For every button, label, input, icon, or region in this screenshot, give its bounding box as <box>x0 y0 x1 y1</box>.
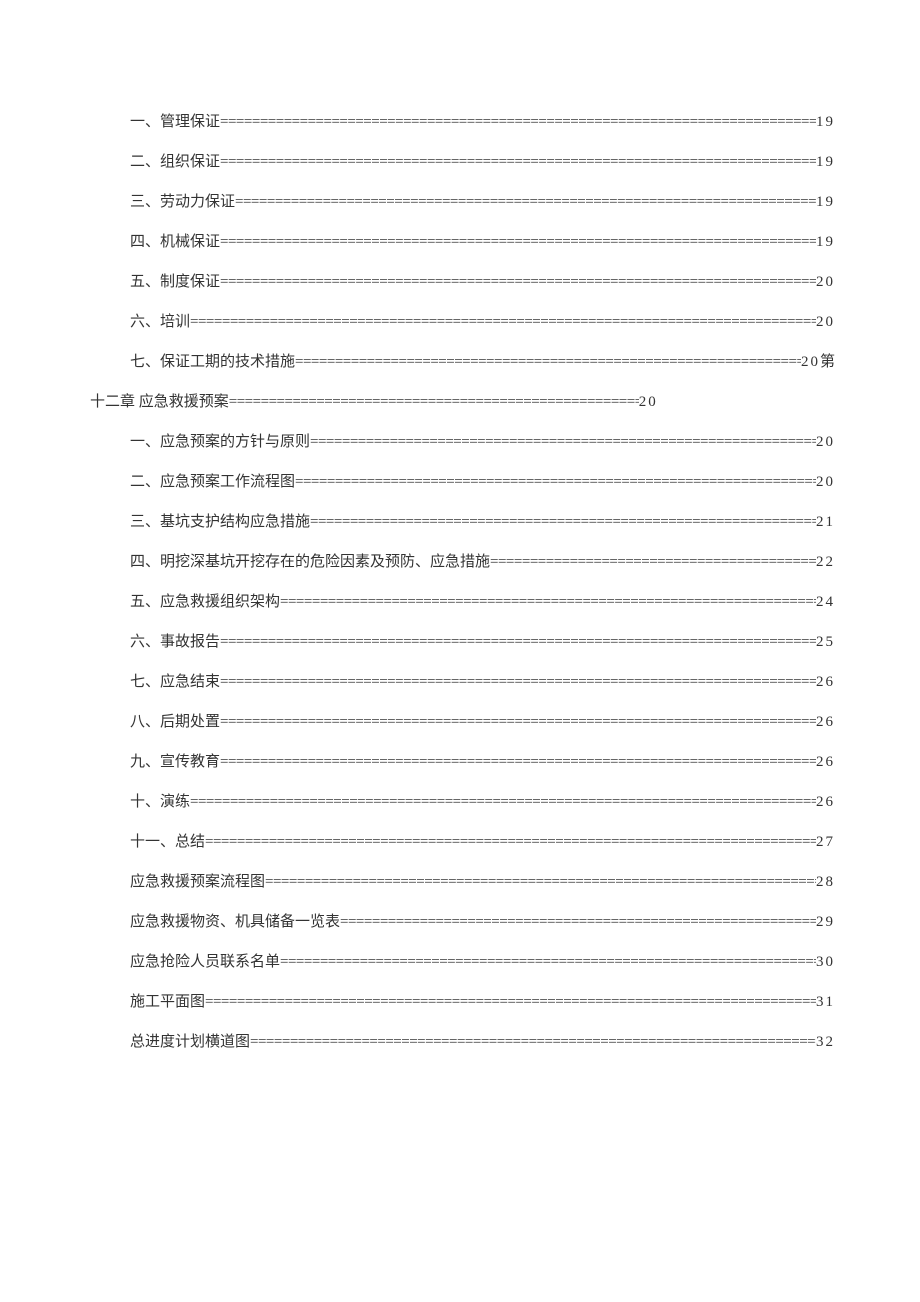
toc-entry: 一、应急预案的方针与原则============================… <box>90 435 835 450</box>
toc-leader: ========================================… <box>220 635 816 650</box>
toc-leader: ========================================… <box>220 115 816 130</box>
toc-leader: ========================================… <box>310 435 816 450</box>
toc-page-number: 32 <box>816 1035 835 1050</box>
toc-entry: 四、机械保证==================================… <box>90 235 835 250</box>
toc-entry: 施工平面图===================================… <box>90 995 835 1010</box>
toc-leader: ========================================… <box>220 715 816 730</box>
toc-page-number: 22 <box>816 555 835 570</box>
toc-label: 五、制度保证 <box>130 275 220 290</box>
toc-label: 二、组织保证 <box>130 155 220 170</box>
toc-label: 一、应急预案的方针与原则 <box>130 435 310 450</box>
toc-entry: 三、基坑支护结构应急措施============================… <box>90 515 835 530</box>
toc-chapter: 十二章 应急救援预案==============================… <box>90 395 835 410</box>
toc-leader: ========================================… <box>220 675 816 690</box>
toc-label: 施工平面图 <box>130 995 205 1010</box>
toc-leader: ========================================… <box>280 955 816 970</box>
toc-label: 八、后期处置 <box>130 715 220 730</box>
toc-entry: 应急救援预案流程图===============================… <box>90 875 835 890</box>
toc-page-number: 20 <box>816 315 835 330</box>
toc-entry: 三、劳动力保证=================================… <box>90 195 835 210</box>
toc-label: 六、事故报告 <box>130 635 220 650</box>
toc-entry: 七、应急结束==================================… <box>90 675 835 690</box>
toc-page-number: 20 <box>816 435 835 450</box>
toc-entry: 五、应急救援组织架构==============================… <box>90 595 835 610</box>
toc-entry: 应急抢险人员联系名单==============================… <box>90 955 835 970</box>
toc-page-number: 27 <box>816 835 835 850</box>
toc-entry: 应急救援物资、机具储备一览表==========================… <box>90 915 835 930</box>
toc-entry: 四、明挖深基坑开挖存在的危险因素及预防、应急措施================… <box>90 555 835 570</box>
toc-label: 七、应急结束 <box>130 675 220 690</box>
toc-leader: ========================================… <box>295 355 801 370</box>
toc-page-number: 25 <box>816 635 835 650</box>
toc-label: 三、基坑支护结构应急措施 <box>130 515 310 530</box>
toc-leader: ========================================… <box>250 1035 816 1050</box>
toc-page-number: 29 <box>816 915 835 930</box>
toc-entry: 九、宣传教育==================================… <box>90 755 835 770</box>
toc-leader: ========================================… <box>295 475 816 490</box>
toc-entry: 十、演练====================================… <box>90 795 835 810</box>
toc-page-number: 26 <box>816 715 835 730</box>
toc-label: 六、培训 <box>130 315 190 330</box>
toc-leader: ========================================… <box>190 315 816 330</box>
toc-label: 四、明挖深基坑开挖存在的危险因素及预防、应急措施 <box>130 555 490 570</box>
toc-page-number: 20 <box>639 395 658 410</box>
toc-page-number: 19 <box>816 155 835 170</box>
toc-entry: 八、后期处置==================================… <box>90 715 835 730</box>
toc-label: 七、保证工期的技术措施 <box>130 355 295 370</box>
toc-entry: 六、事故报告==================================… <box>90 635 835 650</box>
toc-label: 二、应急预案工作流程图 <box>130 475 295 490</box>
toc-label: 应急救援预案流程图 <box>130 875 265 890</box>
toc-leader: ========================================… <box>235 195 816 210</box>
toc-leader: ========================================… <box>229 395 639 410</box>
toc-entry: 二、组织保证==================================… <box>90 155 835 170</box>
toc-leader: ========================================… <box>205 995 816 1010</box>
toc-label: 总进度计划横道图 <box>130 1035 250 1050</box>
toc-page-number: 24 <box>816 595 835 610</box>
toc-page-number: 20 <box>816 475 835 490</box>
toc-entry: 十一、总结===================================… <box>90 835 835 850</box>
toc-entry: 总进度计划横道图================================… <box>90 1035 835 1050</box>
toc-leader: ========================================… <box>205 835 816 850</box>
toc-chapter-label: 十二章 应急救援预案 <box>90 395 229 410</box>
toc-page-number: 19 <box>816 195 835 210</box>
toc-label: 九、宣传教育 <box>130 755 220 770</box>
toc-label: 三、劳动力保证 <box>130 195 235 210</box>
toc-leader: ========================================… <box>220 275 816 290</box>
toc-leader: ========================================… <box>220 755 816 770</box>
toc-page-number: 19 <box>816 235 835 250</box>
toc-leader: ========================================… <box>340 915 816 930</box>
toc-label: 十一、总结 <box>130 835 205 850</box>
toc-leader: ========================================… <box>220 235 816 250</box>
toc-page-number: 28 <box>816 875 835 890</box>
toc-page-number: 26 <box>816 675 835 690</box>
toc-page-number: 21 <box>816 515 835 530</box>
toc-page-number: 30 <box>816 955 835 970</box>
toc-page-number: 31 <box>816 995 835 1010</box>
toc-leader: ========================================… <box>190 795 816 810</box>
toc-label: 十、演练 <box>130 795 190 810</box>
toc-leader: ========================================… <box>310 515 816 530</box>
table-of-contents: 一、管理保证==================================… <box>90 115 835 1050</box>
toc-page-number: 26 <box>816 755 835 770</box>
toc-leader: ========================================… <box>265 875 816 890</box>
toc-entry: 一、管理保证==================================… <box>90 115 835 130</box>
toc-entry: 六、培训====================================… <box>90 315 835 330</box>
toc-page-number: 19 <box>816 115 835 130</box>
toc-leader: ========================================… <box>490 555 816 570</box>
toc-label: 应急救援物资、机具储备一览表 <box>130 915 340 930</box>
toc-entry: 七、保证工期的技术措施=============================… <box>90 355 835 370</box>
toc-label: 五、应急救援组织架构 <box>130 595 280 610</box>
toc-leader: ========================================… <box>220 155 816 170</box>
toc-entry: 五、制度保证==================================… <box>90 275 835 290</box>
toc-page-number: 26 <box>816 795 835 810</box>
toc-page-number: 20 <box>801 355 820 370</box>
toc-leader: ========================================… <box>280 595 816 610</box>
toc-label: 四、机械保证 <box>130 235 220 250</box>
toc-label: 一、管理保证 <box>130 115 220 130</box>
toc-trail-text: 第 <box>820 355 835 370</box>
toc-label: 应急抢险人员联系名单 <box>130 955 280 970</box>
toc-entry: 二、应急预案工作流程图=============================… <box>90 475 835 490</box>
toc-page-number: 20 <box>816 275 835 290</box>
